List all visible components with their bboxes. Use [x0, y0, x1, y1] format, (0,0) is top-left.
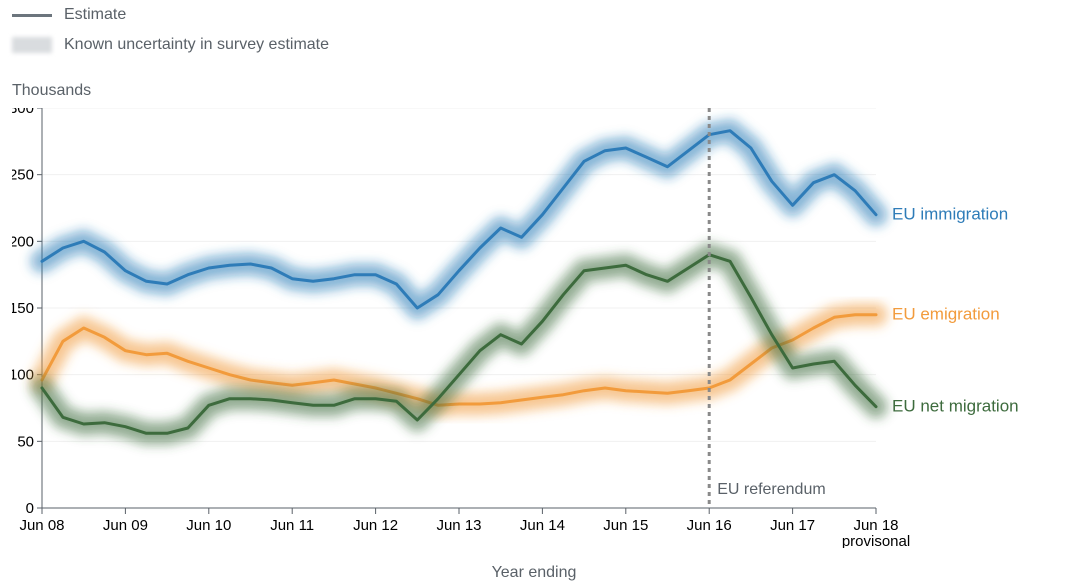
y-axis-title: Thousands — [12, 82, 91, 100]
svg-text:Jun 08: Jun 08 — [19, 517, 64, 534]
svg-text:300: 300 — [12, 108, 34, 117]
svg-text:0: 0 — [26, 500, 34, 517]
svg-text:Jun 09: Jun 09 — [103, 517, 148, 534]
svg-text:250: 250 — [12, 167, 34, 184]
plot-svg: 050100150200250300Jun 08Jun 09Jun 10Jun … — [12, 108, 1056, 548]
legend-uncertainty-row: Known uncertainty in survey estimate — [12, 30, 329, 60]
chart-container: Estimate Known uncertainty in survey est… — [0, 0, 1068, 582]
svg-text:Jun 11: Jun 11 — [270, 517, 314, 534]
legend-estimate-label: Estimate — [64, 6, 126, 24]
svg-text:Jun 15: Jun 15 — [603, 517, 648, 534]
x-axis-title: Year ending — [0, 564, 1068, 582]
svg-text:200: 200 — [12, 233, 34, 250]
svg-text:provisonal: provisonal — [842, 533, 910, 548]
legend-estimate-row: Estimate — [12, 0, 329, 30]
svg-text:EU emigration: EU emigration — [892, 305, 1000, 324]
svg-text:EU immigration: EU immigration — [892, 205, 1008, 224]
legend-estimate-swatch — [12, 14, 52, 17]
svg-text:Jun 10: Jun 10 — [186, 517, 231, 534]
svg-text:Jun 18: Jun 18 — [853, 517, 898, 534]
legend-uncertainty-label: Known uncertainty in survey estimate — [64, 36, 329, 54]
svg-text:Jun 14: Jun 14 — [520, 517, 565, 534]
svg-text:Jun 16: Jun 16 — [687, 517, 732, 534]
svg-text:EU net migration: EU net migration — [892, 397, 1019, 416]
plot-area: 050100150200250300Jun 08Jun 09Jun 10Jun … — [12, 108, 1056, 548]
svg-text:Jun 13: Jun 13 — [436, 517, 481, 534]
svg-text:150: 150 — [12, 300, 34, 317]
svg-text:EU referendum: EU referendum — [717, 481, 826, 498]
legend-uncertainty-swatch — [12, 37, 52, 53]
svg-text:Jun 12: Jun 12 — [353, 517, 398, 534]
legend: Estimate Known uncertainty in survey est… — [12, 0, 329, 60]
svg-text:Jun 17: Jun 17 — [770, 517, 815, 534]
svg-text:50: 50 — [17, 433, 34, 450]
